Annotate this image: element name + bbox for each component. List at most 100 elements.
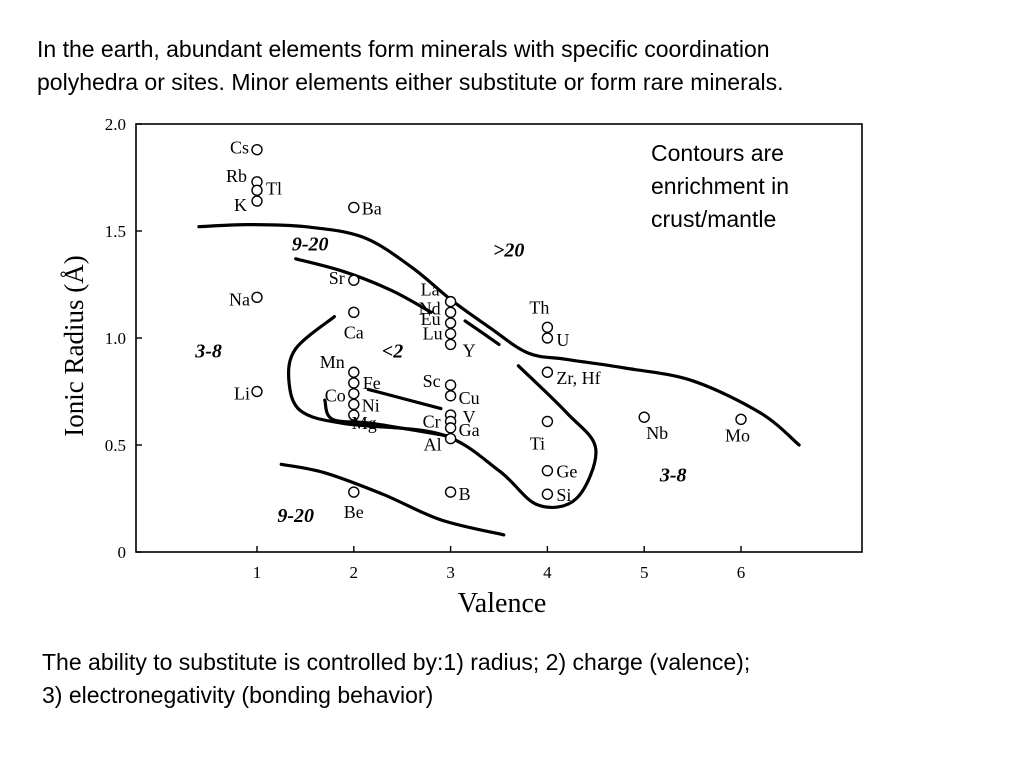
point-label-sc: Sc bbox=[423, 371, 441, 391]
contour-group bbox=[197, 222, 801, 537]
point-label-mg: Mg bbox=[352, 413, 377, 433]
y-tick-label-2: 1.0 bbox=[105, 329, 126, 348]
point-label-fe: Fe bbox=[363, 373, 381, 393]
point-label-lu: Lu bbox=[423, 324, 443, 344]
y-axis-label: Ionic Radius (Å) bbox=[59, 255, 89, 436]
point-label-nb: Nb bbox=[646, 423, 668, 443]
point-cu bbox=[444, 390, 457, 402]
point-label-ba: Ba bbox=[362, 198, 382, 218]
point-co bbox=[348, 387, 360, 400]
contour-label-4: 3-8 bbox=[659, 464, 687, 486]
point-b bbox=[444, 486, 457, 498]
y-tick-label-4: 2.0 bbox=[105, 115, 126, 134]
point-label-ti: Ti bbox=[530, 433, 545, 453]
point-label-si: Si bbox=[556, 485, 571, 505]
point-nd bbox=[444, 306, 457, 319]
contour-label-5: 9-20 bbox=[277, 505, 314, 527]
point-label-tl: Tl bbox=[266, 178, 282, 198]
point-ge bbox=[541, 464, 554, 477]
point-label-v: V bbox=[463, 407, 476, 427]
point-label-ca: Ca bbox=[344, 322, 364, 342]
point-label-be: Be bbox=[344, 502, 364, 522]
point-ba bbox=[348, 201, 360, 214]
contour-note: Contours are enrichment in crust/mantle bbox=[651, 137, 789, 236]
contour-loop bbox=[286, 315, 598, 509]
point-ti bbox=[541, 415, 554, 428]
x-tick-label-4: 4 bbox=[543, 563, 552, 582]
y-tick-label-3: 1.5 bbox=[105, 222, 126, 241]
point-label-ge: Ge bbox=[556, 462, 577, 482]
contour-note-line-3: crust/mantle bbox=[651, 206, 777, 232]
point-label-k: K bbox=[234, 195, 247, 215]
point-mg bbox=[348, 409, 360, 421]
point-label-y: Y bbox=[463, 340, 476, 360]
point-tl bbox=[251, 184, 263, 197]
footer-line-1: The ability to substitute is controlled … bbox=[42, 649, 751, 675]
point-label-nd: Nd bbox=[419, 298, 441, 318]
contour-label-3: <2 bbox=[382, 340, 403, 362]
point-label-zr-hf: Zr, Hf bbox=[556, 368, 600, 388]
contour-lower bbox=[279, 462, 506, 537]
point-label-mo: Mo bbox=[725, 425, 750, 445]
point-fe bbox=[348, 377, 360, 389]
contour-label-2: 3-8 bbox=[194, 340, 222, 362]
point-label-cu: Cu bbox=[459, 388, 480, 408]
point-ni bbox=[348, 398, 360, 411]
contour-note-line-1: Contours are bbox=[651, 140, 784, 166]
point-label-b: B bbox=[459, 484, 471, 504]
point-th bbox=[541, 321, 554, 333]
point-label-ga: Ga bbox=[459, 420, 480, 440]
point-la bbox=[444, 295, 457, 308]
contour-inner-segment bbox=[366, 387, 443, 411]
point-sr bbox=[348, 274, 360, 286]
point-label-la: La bbox=[421, 280, 440, 300]
point-sc bbox=[444, 379, 457, 391]
point-lu bbox=[444, 328, 457, 340]
point-label-al: Al bbox=[424, 435, 442, 455]
point-label-ni: Ni bbox=[362, 395, 380, 415]
y-tick-label-0: 0 bbox=[118, 543, 127, 562]
point-u bbox=[541, 332, 554, 344]
x-tick-label-3: 3 bbox=[446, 563, 455, 582]
point-label-na: Na bbox=[229, 289, 250, 309]
point-label-rb: Rb bbox=[226, 166, 247, 186]
contour-label-0: 9-20 bbox=[292, 233, 329, 255]
point-li bbox=[251, 385, 263, 398]
point-label-sr: Sr bbox=[329, 268, 345, 288]
heading-line-2: polyhedra or sites. Minor elements eithe… bbox=[37, 69, 784, 95]
contour-inner-arc bbox=[323, 398, 453, 438]
point-label-li: Li bbox=[234, 384, 250, 404]
point-y bbox=[444, 338, 457, 351]
x-axis-ticks: 1 2 3 4 5 6 bbox=[253, 546, 746, 582]
heading-line-1: In the earth, abundant elements form min… bbox=[37, 36, 770, 62]
x-tick-label-2: 2 bbox=[350, 563, 359, 582]
x-tick-label-6: 6 bbox=[737, 563, 746, 582]
contour-label-1: >20 bbox=[493, 240, 524, 262]
x-axis-label: Valence bbox=[458, 588, 547, 619]
point-nb bbox=[638, 411, 650, 423]
point-be bbox=[348, 486, 360, 498]
y-tick-label-1: 0.5 bbox=[105, 436, 126, 455]
contour-outer-upper bbox=[197, 222, 801, 447]
point-label-th: Th bbox=[529, 297, 549, 317]
point-zr-hf bbox=[541, 366, 554, 378]
point-ca bbox=[348, 306, 360, 319]
point-na bbox=[251, 291, 263, 304]
point-mo bbox=[735, 413, 747, 426]
point-ga bbox=[444, 422, 457, 434]
point-label-eu: Eu bbox=[421, 309, 441, 329]
point-si bbox=[541, 488, 554, 500]
contour-labels: 9-20 >20 3-8 <2 3-8 9-20 bbox=[194, 233, 686, 527]
point-al bbox=[444, 432, 457, 445]
contour-inner-upper bbox=[294, 257, 433, 314]
y-axis-ticks: 0 0.5 1.0 1.5 2.0 bbox=[105, 115, 142, 562]
x-tick-label-5: 5 bbox=[640, 563, 649, 582]
point-eu bbox=[444, 317, 457, 329]
contour-note-line-2: enrichment in bbox=[651, 173, 790, 199]
page-heading: In the earth, abundant elements form min… bbox=[37, 33, 997, 99]
point-label-cs: Cs bbox=[230, 138, 249, 158]
point-k bbox=[251, 195, 263, 207]
point-label-mn: Mn bbox=[320, 352, 345, 372]
